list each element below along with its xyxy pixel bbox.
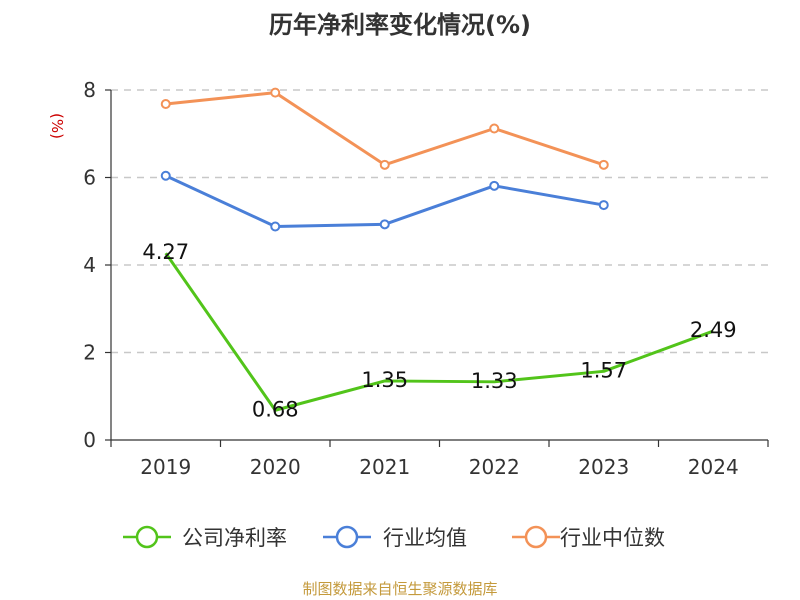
series-0 [164,252,714,412]
data-point [489,180,500,191]
data-label: 1.57 [580,358,627,382]
legend-label: 行业均值 [383,526,467,550]
data-point [379,219,390,230]
data-point [379,159,390,170]
legend-marker [335,525,359,549]
series-line [165,174,605,228]
y-tick-label: 6 [83,166,96,190]
x-tick-label: 2021 [359,455,410,479]
data-point [598,159,609,170]
data-point [160,99,171,109]
source-note: 制图数据来自恒生聚源数据库 [302,580,497,598]
data-point [160,170,171,181]
grid-lines [111,89,768,354]
y-axis-unit: (%) [48,113,66,139]
data-point [489,123,500,134]
x-tick-label: 2019 [140,455,191,479]
data-label: 0.68 [252,397,299,421]
series-line [164,252,714,412]
data-label: 1.35 [361,368,408,392]
legend-label: 公司净利率 [182,526,287,550]
legend-item: 行业中位数 [512,525,665,550]
data-label: 4.27 [142,240,189,264]
legend-label: 行业中位数 [560,526,665,550]
x-tick-label: 2020 [250,455,301,479]
data-point [270,87,281,98]
data-label: 1.33 [471,369,518,393]
chart-title: 历年净利率变化情况(%) [269,11,531,39]
x-tick-label: 2022 [469,455,520,479]
y-tick-label: 8 [83,78,96,102]
y-tick-label: 0 [83,428,96,452]
legend-item: 行业均值 [323,525,467,550]
legend-item: 公司净利率 [123,525,287,550]
series-1 [160,170,609,232]
y-tick-label: 2 [83,341,96,365]
legend: 公司净利率 行业均值 行业中位数 [123,525,665,550]
legend-marker [524,525,548,549]
data-labels: 4.27 0.68 1.35 1.33 1.57 2.49 [142,240,736,421]
data-point [598,200,609,211]
axes: 0 2 4 6 8 2019 2020 2021 2022 2023 2024 [83,78,769,479]
x-tick-label: 2023 [578,455,629,479]
y-tick-label: 4 [83,253,96,277]
data-label: 2.49 [690,318,737,342]
series-line [165,91,605,167]
x-tick-label: 2024 [688,455,739,479]
data-point [270,221,281,232]
series-2 [160,87,609,170]
legend-marker [135,525,159,549]
series-layer [160,87,714,412]
